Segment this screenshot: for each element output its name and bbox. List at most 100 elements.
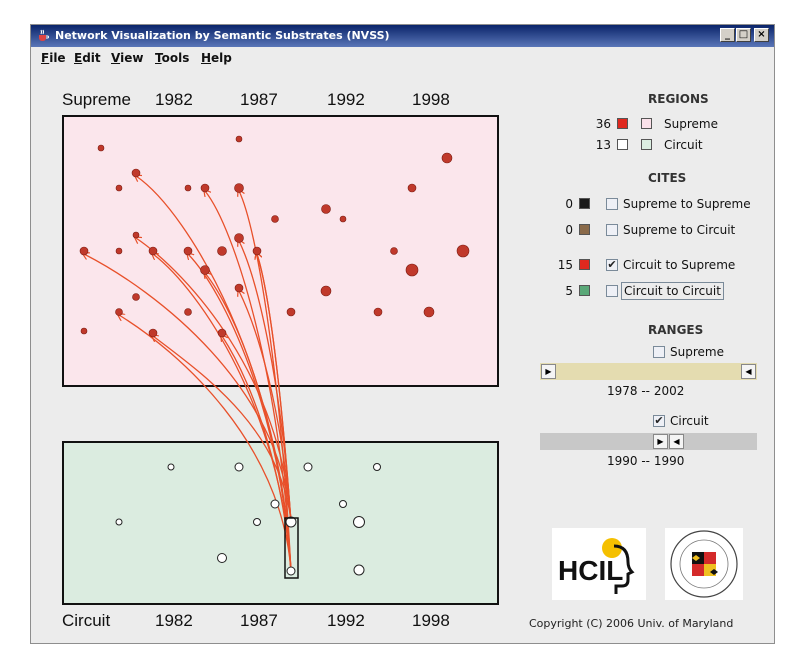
supreme-case-node[interactable] bbox=[234, 233, 244, 243]
supreme-case-node[interactable] bbox=[234, 283, 244, 293]
cite-cc-checkbox[interactable] bbox=[606, 285, 618, 297]
regions-circuit-label: Circuit bbox=[664, 138, 703, 152]
supreme-case-node[interactable] bbox=[373, 307, 383, 317]
cite-cs-count: 15 bbox=[557, 258, 573, 272]
supreme-case-node[interactable] bbox=[132, 231, 140, 239]
circuit-case-node[interactable] bbox=[286, 566, 296, 576]
supreme-case-node[interactable] bbox=[217, 328, 227, 338]
circuit-region-swatch[interactable] bbox=[641, 139, 652, 150]
citation-arrow bbox=[119, 315, 292, 572]
supreme-case-node[interactable] bbox=[407, 183, 417, 193]
circuit-case-node[interactable] bbox=[353, 564, 365, 576]
range-circuit-checkbox[interactable]: ✔ bbox=[653, 415, 665, 427]
supreme-slider-right-thumb[interactable]: ◀ bbox=[741, 364, 756, 379]
minimize-button[interactable]: _ bbox=[720, 28, 735, 42]
supreme-case-node[interactable] bbox=[115, 184, 123, 192]
supreme-case-node[interactable] bbox=[148, 246, 158, 256]
circuit-slider-right-thumb[interactable]: ◀ bbox=[669, 434, 684, 449]
supreme-case-node[interactable] bbox=[184, 184, 192, 192]
ranges-title: RANGES bbox=[648, 323, 704, 337]
supreme-case-node[interactable] bbox=[115, 308, 123, 316]
supreme-case-node[interactable] bbox=[286, 307, 296, 317]
cite-cc-count: 5 bbox=[565, 284, 573, 298]
menu-edit[interactable]: Edit bbox=[74, 51, 101, 65]
cite-cc-swatch[interactable] bbox=[579, 285, 590, 296]
menu-view[interactable]: View bbox=[111, 51, 144, 65]
supreme-node-swatch[interactable] bbox=[617, 118, 628, 129]
cite-ss-checkbox[interactable] bbox=[606, 198, 618, 210]
circuit-case-node[interactable] bbox=[217, 553, 227, 563]
circuit-case-node[interactable] bbox=[285, 516, 297, 528]
check-icon: ✔ bbox=[654, 415, 664, 427]
supreme-range-text: 1978 -- 2002 bbox=[607, 384, 685, 398]
regions-supreme-count: 36 bbox=[595, 117, 611, 131]
regions-title: REGIONS bbox=[648, 92, 709, 106]
supreme-case-node[interactable] bbox=[234, 183, 244, 193]
supreme-range-slider[interactable] bbox=[540, 363, 757, 380]
cites-title: CITES bbox=[648, 171, 687, 185]
cite-sc-label: Supreme to Circuit bbox=[623, 223, 736, 237]
supreme-case-node[interactable] bbox=[79, 246, 89, 256]
supreme-case-node[interactable] bbox=[321, 204, 331, 214]
circuit-slider-left-thumb[interactable]: ▶ bbox=[653, 434, 668, 449]
selection-box[interactable] bbox=[284, 517, 299, 579]
circuit-case-node[interactable] bbox=[353, 516, 365, 528]
cite-cs-checkbox[interactable]: ✔ bbox=[606, 259, 618, 271]
supreme-region-swatch[interactable] bbox=[641, 118, 652, 129]
supreme-case-node[interactable] bbox=[339, 215, 347, 223]
supreme-case-node[interactable] bbox=[184, 308, 192, 316]
regions-supreme-label: Supreme bbox=[664, 117, 718, 131]
cite-ss-swatch[interactable] bbox=[579, 198, 590, 209]
circuit-case-node[interactable] bbox=[339, 500, 347, 508]
supreme-case-node[interactable] bbox=[405, 263, 419, 277]
circuit-year-1998: 1998 bbox=[412, 611, 450, 630]
menu-file[interactable]: File bbox=[41, 51, 66, 65]
range-supreme-checkbox[interactable] bbox=[653, 346, 665, 358]
close-button[interactable]: × bbox=[754, 28, 769, 42]
cite-sc-swatch[interactable] bbox=[579, 224, 590, 235]
circuit-case-node[interactable] bbox=[167, 463, 175, 471]
circuit-case-node[interactable] bbox=[234, 462, 244, 472]
circuit-range-slider[interactable] bbox=[540, 433, 757, 450]
supreme-case-node[interactable] bbox=[97, 144, 105, 152]
menu-help[interactable]: Help bbox=[201, 51, 232, 65]
circuit-case-node[interactable] bbox=[373, 463, 381, 471]
supreme-slider-left-thumb[interactable]: ▶ bbox=[541, 364, 556, 379]
supreme-case-node[interactable] bbox=[148, 328, 158, 338]
citation-arrow bbox=[153, 254, 292, 572]
circuit-case-node[interactable] bbox=[115, 518, 123, 526]
supreme-case-node[interactable] bbox=[200, 183, 210, 193]
supreme-case-node[interactable] bbox=[423, 306, 435, 318]
supreme-case-node[interactable] bbox=[131, 168, 141, 178]
supreme-case-node[interactable] bbox=[200, 265, 210, 275]
supreme-case-node[interactable] bbox=[235, 135, 243, 143]
cite-ss-label: Supreme to Supreme bbox=[623, 197, 751, 211]
supreme-case-node[interactable] bbox=[320, 285, 332, 297]
cite-cs-label: Circuit to Supreme bbox=[623, 258, 736, 272]
title-bar[interactable]: Network Visualization by Semantic Substr… bbox=[31, 25, 774, 47]
supreme-case-node[interactable] bbox=[217, 246, 227, 256]
supreme-case-node[interactable] bbox=[390, 247, 398, 255]
supreme-case-node[interactable] bbox=[252, 246, 262, 256]
circuit-case-node[interactable] bbox=[303, 462, 313, 472]
citation-arrow bbox=[257, 254, 292, 523]
cite-cs-swatch[interactable] bbox=[579, 259, 590, 270]
supreme-year-1982: 1982 bbox=[155, 90, 193, 109]
circuit-case-node[interactable] bbox=[253, 518, 261, 526]
cite-sc-count: 0 bbox=[565, 223, 573, 237]
supreme-case-node[interactable] bbox=[132, 293, 140, 301]
hcil-logo-graphic: HCIL bbox=[558, 538, 635, 594]
maximize-button[interactable]: □ bbox=[736, 28, 751, 42]
circuit-case-node[interactable] bbox=[270, 499, 280, 509]
menu-tools[interactable]: Tools bbox=[155, 51, 190, 65]
supreme-case-node[interactable] bbox=[271, 215, 279, 223]
cite-sc-checkbox[interactable] bbox=[606, 224, 618, 236]
close-icon: × bbox=[757, 29, 766, 40]
supreme-case-node[interactable] bbox=[441, 152, 453, 164]
supreme-case-node[interactable] bbox=[456, 244, 470, 258]
circuit-node-swatch[interactable] bbox=[617, 139, 628, 150]
supreme-case-node[interactable] bbox=[183, 246, 193, 256]
supreme-case-node[interactable] bbox=[80, 327, 88, 335]
supreme-case-node[interactable] bbox=[115, 247, 123, 255]
supreme-region[interactable] bbox=[62, 115, 499, 387]
